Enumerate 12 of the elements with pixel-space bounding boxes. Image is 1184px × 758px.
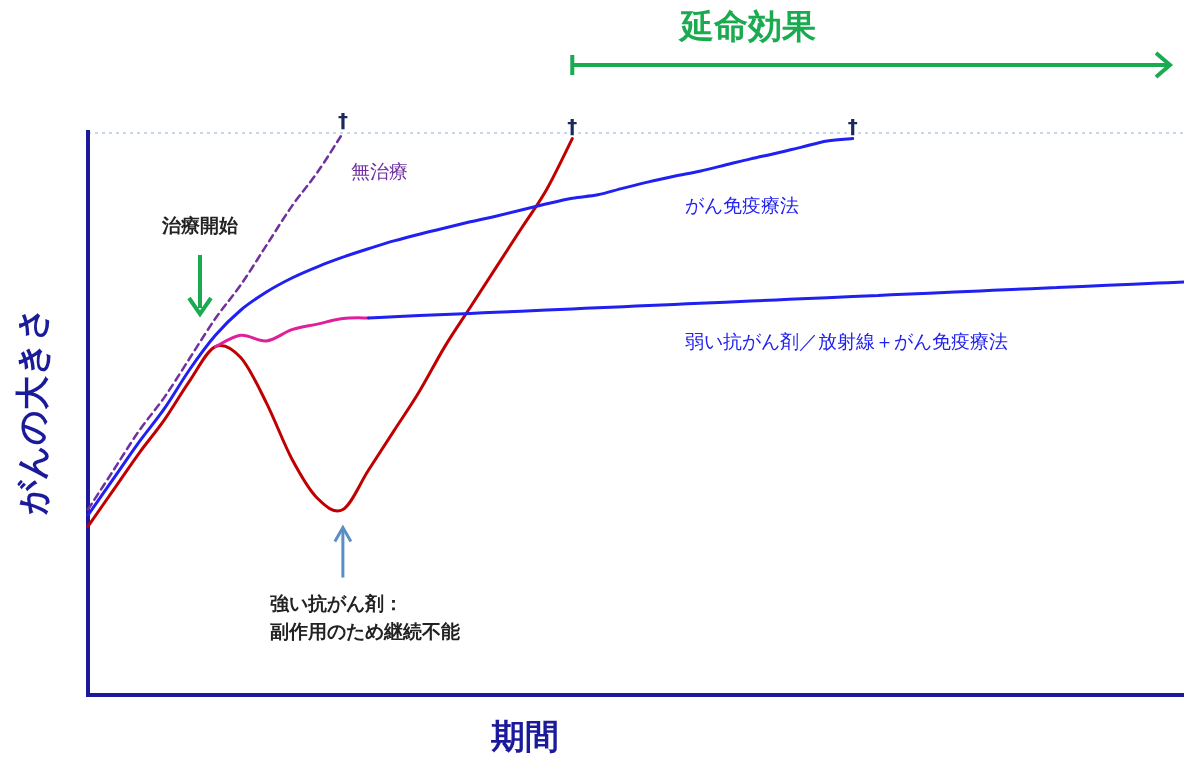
annotation: 治療開始 xyxy=(161,214,239,236)
series-label: 無治療 xyxy=(350,160,408,182)
x-axis-title: 期間 xyxy=(490,716,559,756)
series-label: 弱い抗がん剤／放射線＋がん免疫療法 xyxy=(685,330,1008,352)
series-label: がん免疫療法 xyxy=(685,194,799,216)
text: 延命効果 xyxy=(678,6,816,46)
annotation: † xyxy=(847,113,858,138)
annotation: 副作用のため継続不能 xyxy=(270,620,460,642)
y-axis-title: がんの大きさ xyxy=(12,305,52,515)
text: † xyxy=(337,108,348,132)
annotation: 強い抗がん剤： xyxy=(270,592,403,614)
annotation: † xyxy=(567,113,578,138)
